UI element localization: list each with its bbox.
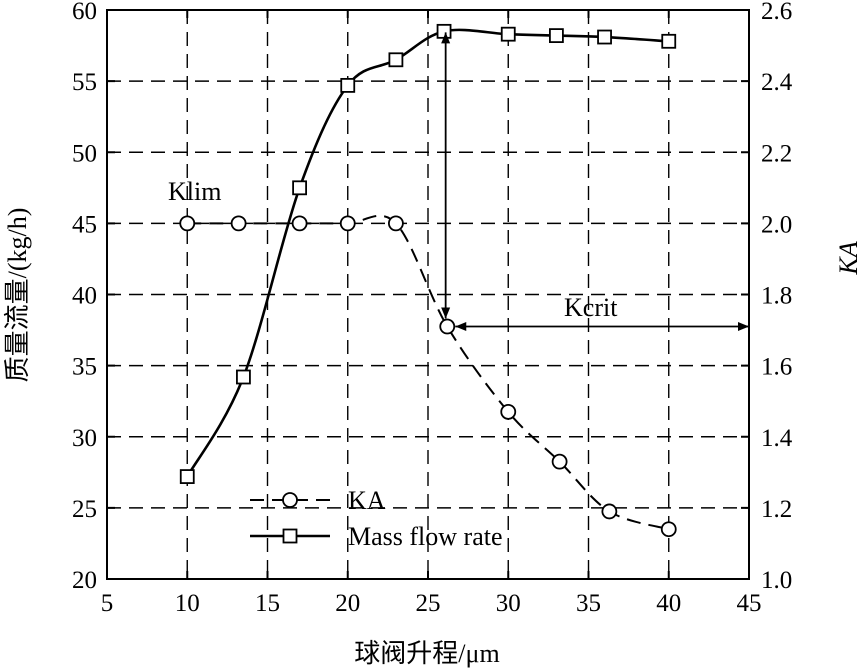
x-tick-label: 40 — [656, 590, 681, 617]
data-point-mass-flow-rate — [436, 23, 452, 39]
arrowhead-down — [441, 307, 451, 319]
y-tick-label-right: 2.4 — [761, 69, 793, 96]
arrowhead-up — [441, 32, 451, 44]
y-tick-label-left: 35 — [72, 354, 97, 381]
y-tick-label-right: 1.4 — [761, 425, 793, 452]
x-tick-label: 10 — [175, 590, 200, 617]
y-tick-label-right: 1.8 — [761, 283, 792, 310]
y-tick-label-left: 50 — [72, 140, 97, 167]
legend-label-ka: KA — [348, 486, 386, 515]
x-tick-label: 5 — [101, 590, 114, 617]
data-point-mass-flow-rate — [549, 28, 564, 44]
series-line-ka — [187, 214, 670, 531]
grid-layer — [107, 10, 749, 579]
y-axis-label-right: KA — [834, 241, 863, 275]
data-point-mass-flow-rate — [340, 77, 356, 93]
x-tick-label: 15 — [255, 590, 280, 617]
data-point-mass-flow-rate — [236, 369, 251, 385]
data-point-ka — [179, 215, 196, 232]
y-tick-label-left: 60 — [72, 0, 97, 25]
data-point-ka — [601, 503, 618, 520]
x-tick-label: 20 — [335, 590, 360, 617]
legend-item-ka: KA — [250, 486, 386, 515]
data-point-mass-flow-rate — [388, 52, 404, 68]
data-point-mass-flow-rate — [661, 33, 677, 49]
y-tick-label-right: 1.2 — [761, 496, 792, 523]
annotation-klim: Klim — [168, 177, 221, 206]
tick-layer: 5 10 15 20 25 30 35 40 45 20 25 30 35 40 45 50 55 60 1.0 1.… — [72, 0, 793, 617]
x-tick-label: 25 — [416, 590, 441, 617]
y-tick-label-right: 1.6 — [761, 354, 792, 381]
series-layer — [179, 23, 677, 538]
y-tick-label-left: 40 — [72, 283, 97, 310]
y-tick-label-right: 2.6 — [761, 0, 792, 25]
arrowhead-right — [738, 322, 749, 332]
arrowhead-left — [455, 322, 467, 332]
data-point-ka — [500, 403, 517, 420]
data-point-mass-flow-rate — [597, 29, 612, 45]
data-point-mass-flow-rate — [292, 180, 308, 196]
annotation-kcrit: Kcrit — [564, 293, 618, 322]
data-point-mass-flow-rate — [179, 469, 195, 484]
data-point-ka — [439, 318, 456, 335]
legend: KA Mass flow rate — [250, 486, 503, 551]
y-tick-label-right: 2.2 — [761, 140, 792, 167]
x-tick-label: 30 — [496, 590, 521, 617]
y-tick-label-left: 30 — [72, 425, 97, 452]
legend-item-mass-flow-rate: Mass flow rate — [250, 522, 503, 551]
y-tick-label-left: 20 — [72, 567, 97, 594]
data-point-ka — [230, 215, 247, 232]
annotation-layer: Klim Kcrit — [168, 32, 749, 332]
series-ka — [179, 214, 677, 538]
x-tick-label: 35 — [576, 590, 601, 617]
data-point-ka — [551, 453, 568, 470]
y-axis-label-left: 质量流量/(kg/h) — [3, 208, 32, 383]
x-tick-label: 45 — [737, 590, 762, 617]
y-tick-label-left: 55 — [72, 69, 97, 96]
data-point-ka — [339, 215, 356, 232]
y-tick-label-right: 1.0 — [761, 567, 792, 594]
series-mass-flow-rate — [179, 23, 677, 484]
y-tick-label-right: 2.0 — [761, 211, 792, 238]
legend-label-mass-flow-rate: Mass flow rate — [348, 522, 503, 551]
legend-marker-ka — [282, 492, 298, 508]
data-point-mass-flow-rate — [500, 26, 516, 42]
x-axis-label: 球阀升程/μm — [354, 639, 499, 668]
y-tick-label-left: 45 — [72, 211, 97, 238]
data-point-ka — [291, 215, 308, 232]
y-tick-label-left: 25 — [72, 496, 97, 523]
legend-marker-mass-flow-rate — [282, 528, 298, 544]
data-point-ka — [660, 521, 677, 538]
data-point-ka — [387, 215, 404, 232]
